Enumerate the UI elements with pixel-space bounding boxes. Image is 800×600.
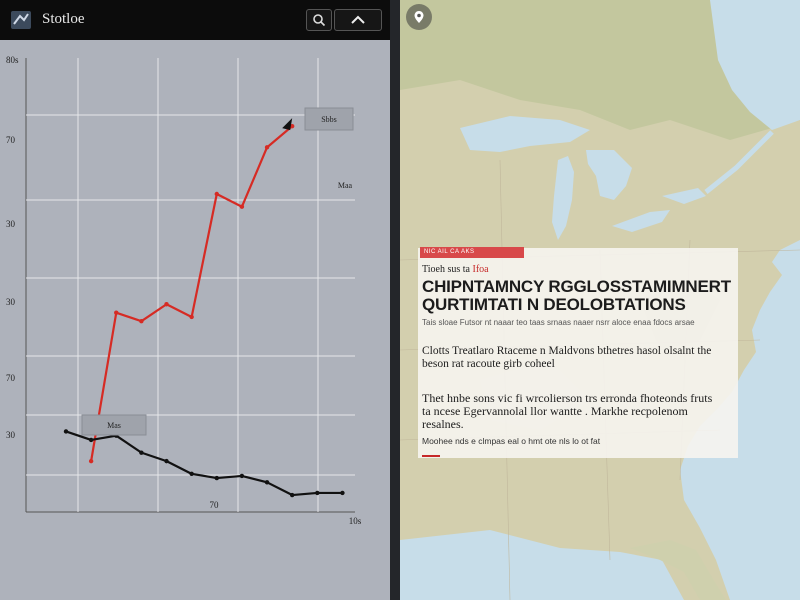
data-point xyxy=(189,314,194,320)
data-point xyxy=(340,490,345,496)
x-tick-label: 10s xyxy=(349,516,362,526)
card-kicker-tag[interactable]: Ifoa xyxy=(472,264,489,275)
card-kicker-text: Tioeh sus ta xyxy=(422,264,470,275)
annotation-label: Sbbs xyxy=(321,115,337,124)
card-category-label: NIC AIL CA AKS xyxy=(420,247,524,258)
y-tick-label: 30 xyxy=(6,430,15,440)
data-point xyxy=(214,191,219,197)
data-point xyxy=(289,123,295,129)
card-headline-line: CHIPNTAMNCY RGGLOSSTAMIMNERT xyxy=(422,277,731,296)
lake-erie xyxy=(612,210,670,232)
app-logo-icon xyxy=(11,11,31,29)
map-pin-button[interactable] xyxy=(406,4,432,30)
data-point xyxy=(164,458,169,464)
series-line-down xyxy=(65,430,343,497)
card-accent-rule xyxy=(422,455,440,457)
app-toolbar: Stotloe xyxy=(0,0,400,40)
y-tick-label: 70 xyxy=(6,135,15,145)
data-point xyxy=(63,429,69,434)
data-point xyxy=(164,302,169,307)
map-pin-icon xyxy=(414,11,424,23)
app-title: Stotloe xyxy=(42,11,85,27)
data-point xyxy=(88,458,94,464)
data-point xyxy=(214,475,219,481)
search-icon xyxy=(313,14,326,27)
annotation-label-box xyxy=(304,107,354,131)
data-point xyxy=(264,145,270,150)
card-paragraph: Thet hnbe sons vic fi wrcolierson trs er… xyxy=(422,391,713,431)
data-point xyxy=(264,480,270,485)
card-headline-line: QURTIMTATI N DEOLOBTATIONS xyxy=(422,295,686,314)
annotation-label-box xyxy=(81,414,147,436)
data-point xyxy=(189,471,194,477)
y-tick-label: 30 xyxy=(6,219,15,229)
lake-huron xyxy=(586,150,632,200)
x-tick-label: 70 xyxy=(210,500,220,510)
card-byline: Tais sloae Futsor nt naaar teo taas srna… xyxy=(422,318,695,327)
data-point xyxy=(315,490,320,496)
card-paragraph: Clotts Treatlaro Rtaceme n Maldvons bthe… xyxy=(422,345,712,370)
data-point xyxy=(139,319,144,324)
annotation-label: Maa xyxy=(338,181,353,190)
data-point xyxy=(289,492,295,498)
line-chart: Sbbs Mas Maa 70 10s xyxy=(0,40,390,600)
lake-ontario xyxy=(662,188,706,204)
florida xyxy=(630,540,726,600)
y-tick-label: 80s xyxy=(6,55,19,65)
y-tick-label: 70 xyxy=(6,373,15,383)
data-point xyxy=(114,310,119,315)
collapse-button[interactable] xyxy=(334,9,382,31)
panel-divider[interactable] xyxy=(390,0,400,600)
data-point xyxy=(88,437,94,443)
data-point xyxy=(239,204,245,209)
series-line-up xyxy=(90,125,293,462)
chevron-up-icon xyxy=(351,15,365,24)
data-point xyxy=(139,450,144,455)
chart-panel: Stotloe Sbbs Mas Maa 70 10s 80s 70 30 30 70 … xyxy=(0,0,400,600)
info-card[interactable] xyxy=(418,248,738,458)
data-point xyxy=(239,473,245,479)
y-tick-label: 30 xyxy=(6,297,15,307)
chart-canvas: Sbbs Mas Maa 70 10s xyxy=(25,58,362,526)
search-button[interactable] xyxy=(306,9,332,31)
card-footnote: Moohee nds e clmpas eal o hmt ote nls lo… xyxy=(422,436,601,446)
card-kicker: Tioeh sus ta Ifoa xyxy=(422,264,489,275)
lake-michigan xyxy=(552,156,574,240)
lake-superior xyxy=(460,116,590,152)
trend-arrow-icon xyxy=(282,118,293,131)
annotation-label: Mas xyxy=(107,421,121,430)
card-headline: CHIPNTAMNCY RGGLOSSTAMIMNERT QURTIMTATI … xyxy=(422,278,732,314)
